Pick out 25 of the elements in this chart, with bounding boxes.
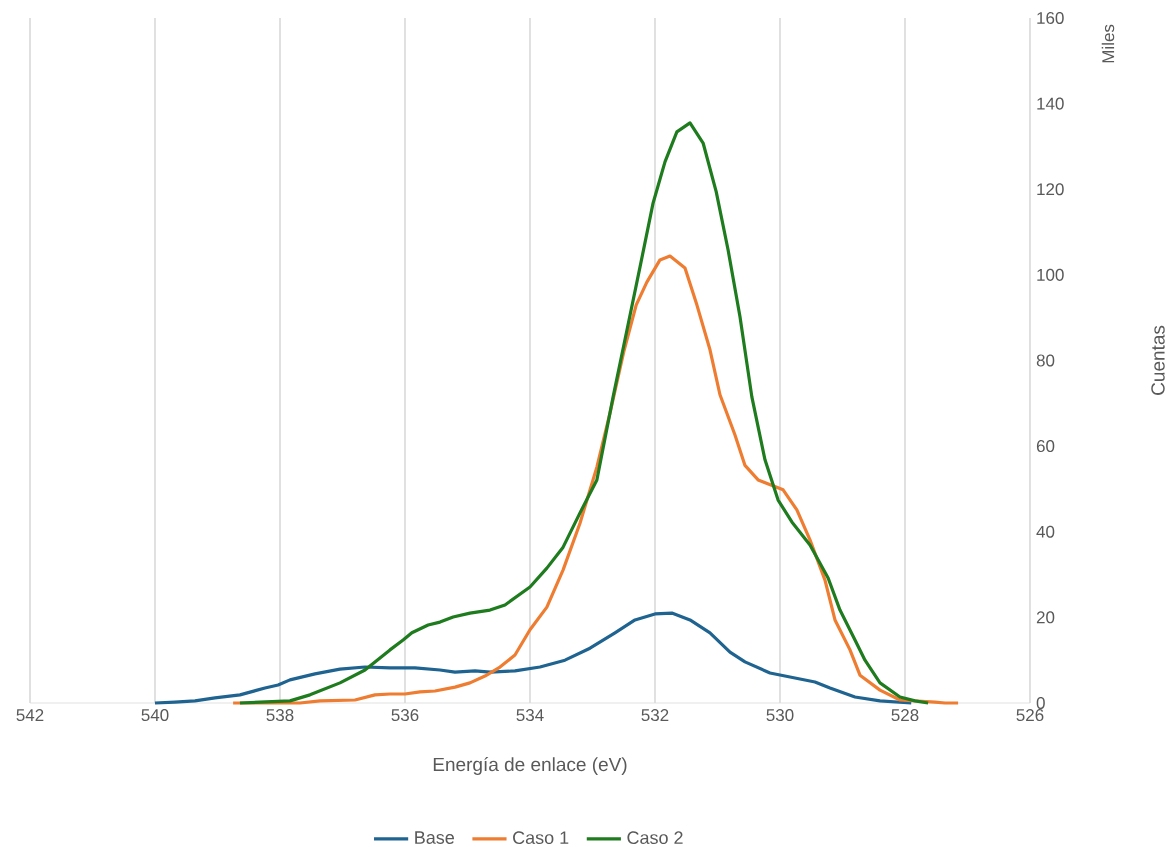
x-tick-label: 530 xyxy=(766,709,794,722)
y-tick-label: 80 xyxy=(1036,354,1055,367)
legend-label: Base xyxy=(415,831,455,844)
y-tick-label: 120 xyxy=(1037,183,1064,196)
x-axis-title: Energía de enlace (eV) xyxy=(433,757,627,775)
y-tick-label: 160 xyxy=(1037,11,1064,24)
y-axis-title: Cuentas xyxy=(1151,325,1165,395)
legend-label: Caso 1 xyxy=(513,831,569,845)
y-tick-label: 140 xyxy=(1037,97,1064,110)
y-tick-label: 40 xyxy=(1036,525,1055,538)
x-tick-label: 534 xyxy=(516,709,544,722)
x-tick-label: 540 xyxy=(141,709,169,722)
x-tick-label: 528 xyxy=(891,709,919,722)
x-tick-label: 538 xyxy=(266,709,294,722)
x-tick-label: 536 xyxy=(391,709,419,722)
x-tick-label: 542 xyxy=(16,709,44,722)
y-tick-label: 0 xyxy=(1036,696,1045,709)
y-tick-label: 20 xyxy=(1036,611,1055,624)
line-series xyxy=(238,121,930,705)
x-tick-label: 532 xyxy=(641,709,669,722)
legend-label: Caso 2 xyxy=(627,831,683,845)
x-tick-label: 526 xyxy=(1016,709,1044,722)
y-tick-label: 100 xyxy=(1037,268,1064,281)
text: Miles xyxy=(1101,24,1115,63)
y-tick-label: 60 xyxy=(1036,440,1055,453)
